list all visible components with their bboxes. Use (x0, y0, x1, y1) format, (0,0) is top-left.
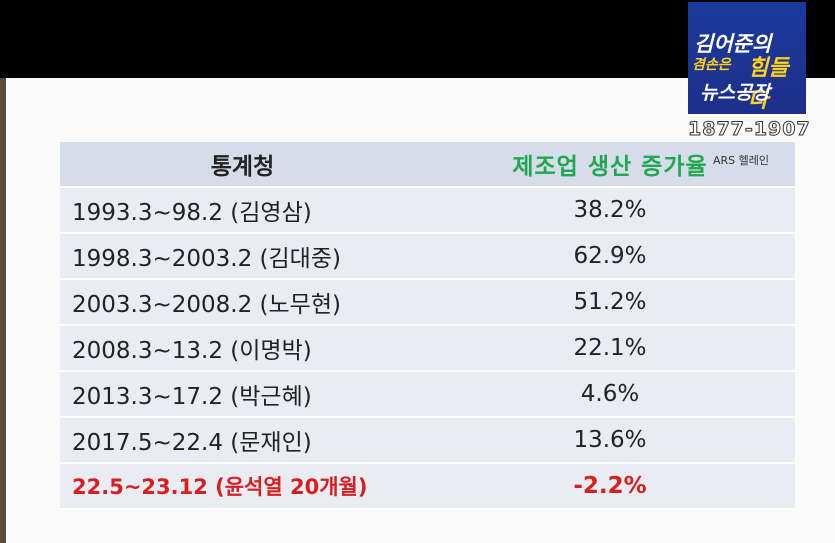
table-row: 2008.3~13.2 (이명박) 22.1% (60, 325, 795, 372)
header-metric: 제조업 생산 증가율 (425, 142, 795, 188)
row-period: 22.5~23.12 (윤석열 20개월) (60, 463, 425, 510)
table-header-row: 통계청 제조업 생산 증가율 (60, 142, 795, 188)
row-period: 2008.3~13.2 (이명박) (60, 325, 425, 372)
row-value: 4.6% (425, 371, 795, 418)
row-value: -2.2% (425, 463, 795, 510)
logo-line1: 김어준의 (694, 32, 772, 56)
row-value: 22.1% (425, 325, 795, 372)
logo-line2a: 겸손은 (692, 57, 731, 73)
row-value: 51.2% (425, 279, 795, 326)
table-row: 1998.3~2003.2 (김대중) 62.9% (60, 233, 795, 280)
row-period: 1998.3~2003.2 (김대중) (60, 233, 425, 280)
row-value: 38.2% (425, 187, 795, 234)
table-row: 2017.5~22.4 (문재인) 13.6% (60, 417, 795, 464)
row-period: 2017.5~22.4 (문재인) (60, 417, 425, 464)
logo-line3: 뉴스공장 (700, 82, 770, 104)
row-period: 1993.3~98.2 (김영삼) (60, 187, 425, 234)
header-source: 통계청 (60, 142, 425, 188)
row-value: 13.6% (425, 417, 795, 464)
row-period: 2013.3~17.2 (박근혜) (60, 371, 425, 418)
table-row: 2013.3~17.2 (박근혜) 4.6% (60, 371, 795, 418)
row-period: 2003.3~2008.2 (노무현) (60, 279, 425, 326)
table-row: 2003.3~2008.2 (노무현) 51.2% (60, 279, 795, 326)
ars-label: ARS 헬레인 (713, 154, 770, 167)
table-row-highlight: 22.5~23.12 (윤석열 20개월) -2.2% (60, 463, 795, 510)
show-logo: 김어준의 겸손은 힘들다 뉴스공장 (688, 2, 806, 114)
left-edge-strip (0, 78, 6, 543)
logo-line2b: 힘들다 (748, 56, 789, 113)
row-value: 62.9% (425, 233, 795, 280)
manufacturing-growth-table: 통계청 제조업 생산 증가율 1993.3~98.2 (김영삼) 38.2% 1… (60, 142, 795, 510)
ars-phone-number: 1877-1907 (688, 118, 811, 141)
table-row: 1993.3~98.2 (김영삼) 38.2% (60, 187, 795, 234)
